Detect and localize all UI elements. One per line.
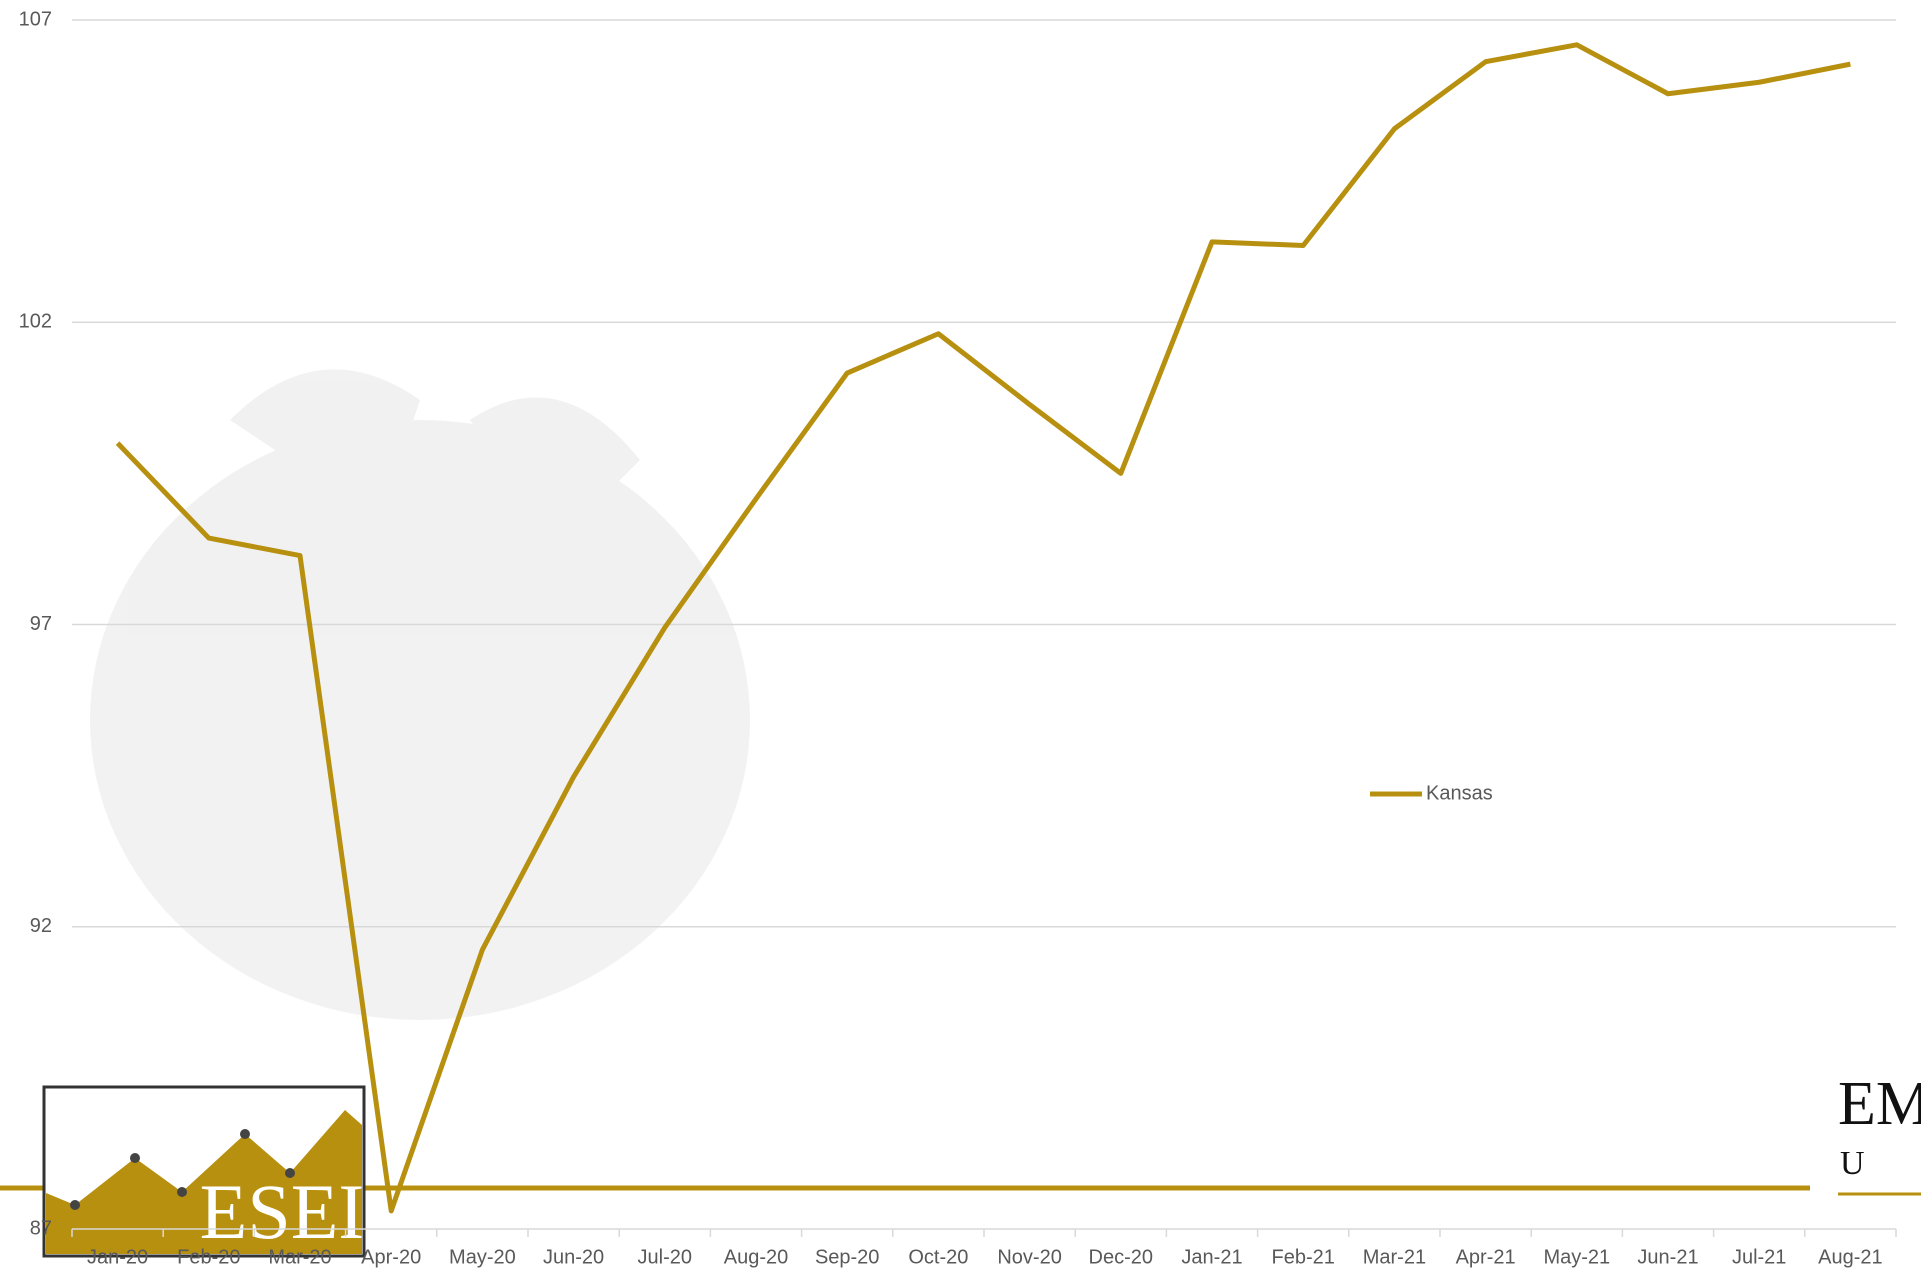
x-tick-label: Sep-20 [815,1246,880,1268]
x-tick-label: Nov-20 [997,1246,1061,1268]
y-tick-label: 92 [30,915,52,937]
y-tick-label: 87 [30,1217,52,1239]
x-tick-label: Apr-21 [1456,1246,1516,1268]
watermark [90,369,750,1020]
x-tick-label: Feb-21 [1272,1246,1335,1268]
x-tick-label: Mar-20 [268,1246,331,1268]
x-tick-label: Oct-20 [908,1246,968,1268]
x-tick-label: Jul-20 [638,1246,692,1268]
x-tick-label: Jul-21 [1732,1246,1786,1268]
y-tick-label: 107 [19,8,52,30]
esei-logo: ESEI [42,1085,366,1258]
x-tick-label: Dec-20 [1089,1246,1153,1268]
legend-label: Kansas [1426,782,1493,804]
x-tick-label: Jan-20 [87,1246,148,1268]
x-tick-label: May-21 [1543,1246,1610,1268]
x-tick-label: Apr-20 [361,1246,421,1268]
x-tick-label: Jun-20 [543,1246,604,1268]
logo-text: EM [1838,1070,1921,1138]
line [115,42,1851,1214]
x-tick-label: Jun-21 [1637,1246,1698,1268]
y-tick-label: 102 [19,311,52,333]
x-tick-label: Aug-20 [724,1246,789,1268]
x-tick-label: Mar-21 [1363,1246,1426,1268]
y-tick-label: 97 [30,613,52,635]
x-tick-label: May-20 [449,1246,516,1268]
logo-text: U N [1840,1145,1921,1182]
logo-text: ESEI [200,1168,365,1255]
x-tick-label: Aug-21 [1818,1246,1883,1268]
x-tick-label: Jan-21 [1181,1246,1242,1268]
x-tick-label: Feb-20 [177,1246,240,1268]
emporia-logo: EM U N [1838,1070,1921,1196]
